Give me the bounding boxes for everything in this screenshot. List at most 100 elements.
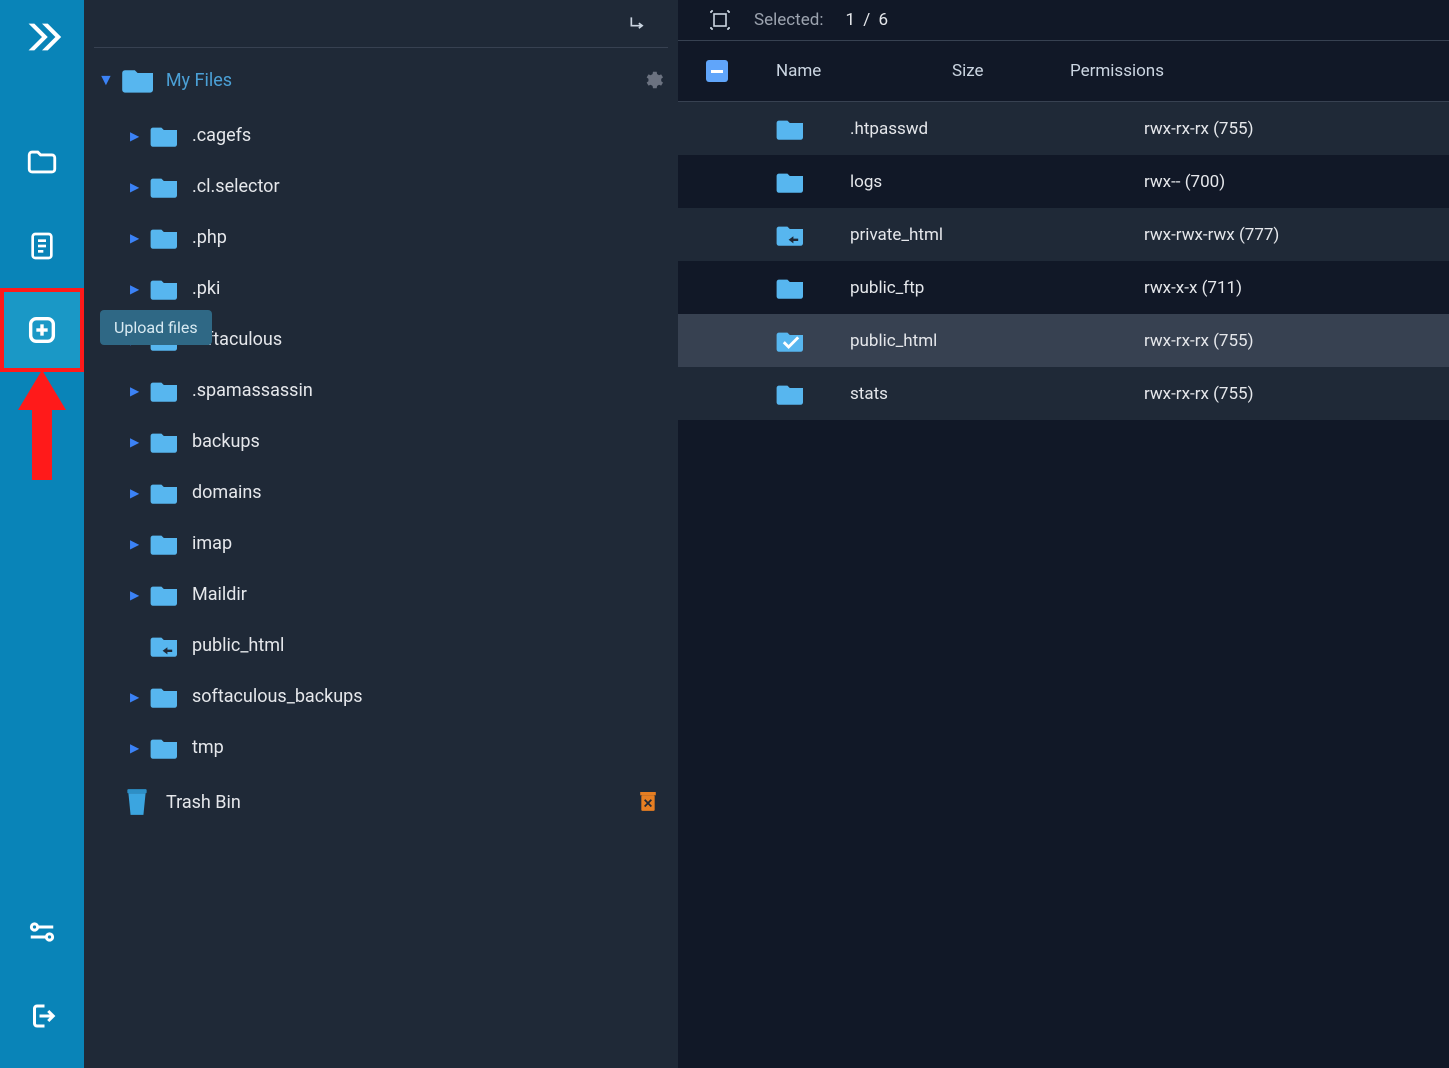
- tree-root[interactable]: ▼ My Files: [94, 48, 668, 104]
- gear-icon[interactable]: [642, 69, 664, 91]
- trash-bin[interactable]: Trash Bin: [94, 773, 668, 831]
- upload-tooltip: Upload files: [100, 310, 212, 345]
- tree-item-label: Maildir: [192, 584, 247, 605]
- folder-icon: [150, 634, 180, 658]
- caret-right-icon: ▶: [130, 282, 150, 296]
- caret-right-icon: ▶: [130, 690, 150, 704]
- folder-icon: [150, 124, 180, 148]
- tree-item[interactable]: ▶ imap: [130, 518, 668, 569]
- caret-down-icon: ▼: [98, 70, 114, 90]
- tree-item-label: .cl.selector: [192, 176, 280, 197]
- tree-item[interactable]: ▶ domains: [130, 467, 668, 518]
- file-name: stats: [850, 384, 1026, 404]
- tree-panel: ▼ My Files ▶.cagefs▶.cl.selector▶.php▶.p…: [84, 0, 678, 1068]
- tree-item[interactable]: ▶ .pki: [130, 263, 668, 314]
- col-name[interactable]: Name: [776, 61, 952, 81]
- tree-item[interactable]: ▶ softaculous_backups: [130, 671, 668, 722]
- tree-item[interactable]: ▶ .cagefs: [130, 110, 668, 161]
- folder-icon: [150, 583, 180, 607]
- tree-root-label: My Files: [166, 70, 232, 91]
- file-row[interactable]: .htpasswd rwx-rx-rx (755): [678, 102, 1449, 155]
- folder-icon: [150, 277, 180, 301]
- selected-label: Selected:: [754, 10, 823, 30]
- app-logo: [19, 14, 65, 60]
- caret-right-icon: ▶: [130, 537, 150, 551]
- file-permissions: rwx-x-x (711): [1144, 278, 1449, 298]
- folder-icon: [150, 226, 180, 250]
- list-selection-bar: Selected: 1 / 6: [678, 0, 1449, 40]
- folder-icon: [150, 379, 180, 403]
- trash-icon: [124, 787, 150, 817]
- tree-item-label: public_html: [192, 635, 284, 656]
- file-permissions: rwx-rx-rx (755): [1144, 331, 1449, 351]
- caret-right-icon: ▶: [130, 486, 150, 500]
- tree-item[interactable]: ▶ Maildir: [130, 569, 668, 620]
- caret-right-icon: ▶: [130, 129, 150, 143]
- folder-icon: [150, 481, 180, 505]
- rail-editor-button[interactable]: [0, 204, 84, 288]
- header-checkbox[interactable]: [706, 60, 728, 82]
- file-row[interactable]: stats rwx-rx-rx (755): [678, 367, 1449, 420]
- tree-item-label: tmp: [192, 737, 224, 758]
- caret-right-icon: ▶: [130, 435, 150, 449]
- file-permissions: rwx-rx-rx (755): [1144, 119, 1449, 139]
- caret-right-icon: ▶: [130, 231, 150, 245]
- tree-item-label: softaculous_backups: [192, 686, 363, 707]
- tree-item[interactable]: ▶public_html: [130, 620, 668, 671]
- file-permissions: rwx-- (700): [1144, 172, 1449, 192]
- file-list-panel: Selected: 1 / 6 Name Size Permissions .h…: [678, 0, 1449, 1068]
- tree-item-label: domains: [192, 482, 262, 503]
- file-row[interactable]: private_html rwx-rwx-rwx (777): [678, 208, 1449, 261]
- rail-files-button[interactable]: [0, 120, 84, 204]
- tree-item-label: .cagefs: [192, 125, 251, 146]
- trash-clear-icon[interactable]: [640, 792, 656, 812]
- tree-item-label: .php: [192, 227, 227, 248]
- folder-icon: [776, 170, 850, 194]
- nav-rail: [0, 0, 84, 1068]
- file-row[interactable]: public_ftp rwx-x-x (711): [678, 261, 1449, 314]
- tree-item-label: imap: [192, 533, 232, 554]
- annotation-arrow-icon: [18, 370, 66, 480]
- rail-logout-button[interactable]: [0, 974, 84, 1058]
- tooltip-text: Upload files: [114, 318, 198, 337]
- tree-item[interactable]: ▶ .php: [130, 212, 668, 263]
- tree-item[interactable]: ▶.spamassassin: [130, 365, 668, 416]
- tree-item-label: .spamassassin: [192, 380, 313, 401]
- col-permissions[interactable]: Permissions: [1070, 61, 1449, 81]
- folder-icon: [150, 736, 180, 760]
- folder-icon: [776, 223, 850, 247]
- folder-icon: [122, 66, 156, 94]
- caret-right-icon: ▶: [130, 588, 150, 602]
- select-all-icon[interactable]: [708, 8, 732, 32]
- goto-icon[interactable]: [628, 14, 648, 34]
- tree-item[interactable]: ▶tmp: [130, 722, 668, 773]
- list-column-headers: Name Size Permissions: [678, 40, 1449, 102]
- file-permissions: rwx-rx-rx (755): [1144, 384, 1449, 404]
- tree-toolbar: [94, 0, 668, 48]
- file-name: .htpasswd: [850, 119, 1026, 139]
- tree-item-label: .pki: [192, 278, 220, 299]
- file-permissions: rwx-rwx-rwx (777): [1144, 225, 1449, 245]
- folder-icon: [150, 430, 180, 454]
- file-name: public_ftp: [850, 278, 1026, 298]
- tree-item[interactable]: ▶.cl.selector: [130, 161, 668, 212]
- rail-settings-button[interactable]: [0, 890, 84, 974]
- folder-icon: [150, 532, 180, 556]
- file-row[interactable]: public_htmlrwx-rx-rx (755): [678, 314, 1449, 367]
- file-row[interactable]: logsrwx-- (700): [678, 155, 1449, 208]
- folder-icon: [150, 685, 180, 709]
- folder-icon: [150, 175, 180, 199]
- file-rows: .htpasswdrwx-rx-rx (755)logsrwx-- (700)p…: [678, 102, 1449, 420]
- col-size[interactable]: Size: [952, 61, 1070, 81]
- trash-label: Trash Bin: [166, 792, 241, 813]
- folder-icon: [776, 329, 850, 353]
- folder-icon: [776, 276, 850, 300]
- folder-icon: [776, 117, 850, 141]
- selected-count: 1 / 6: [845, 10, 890, 30]
- file-name: private_html: [850, 225, 1026, 245]
- folder-icon: [776, 382, 850, 406]
- tree-children: ▶.cagefs▶.cl.selector▶.php▶.pki▶.oftacul…: [94, 104, 668, 773]
- tree-item[interactable]: ▶ backups: [130, 416, 668, 467]
- rail-upload-button[interactable]: [0, 288, 84, 372]
- tree-item-label: backups: [192, 431, 260, 452]
